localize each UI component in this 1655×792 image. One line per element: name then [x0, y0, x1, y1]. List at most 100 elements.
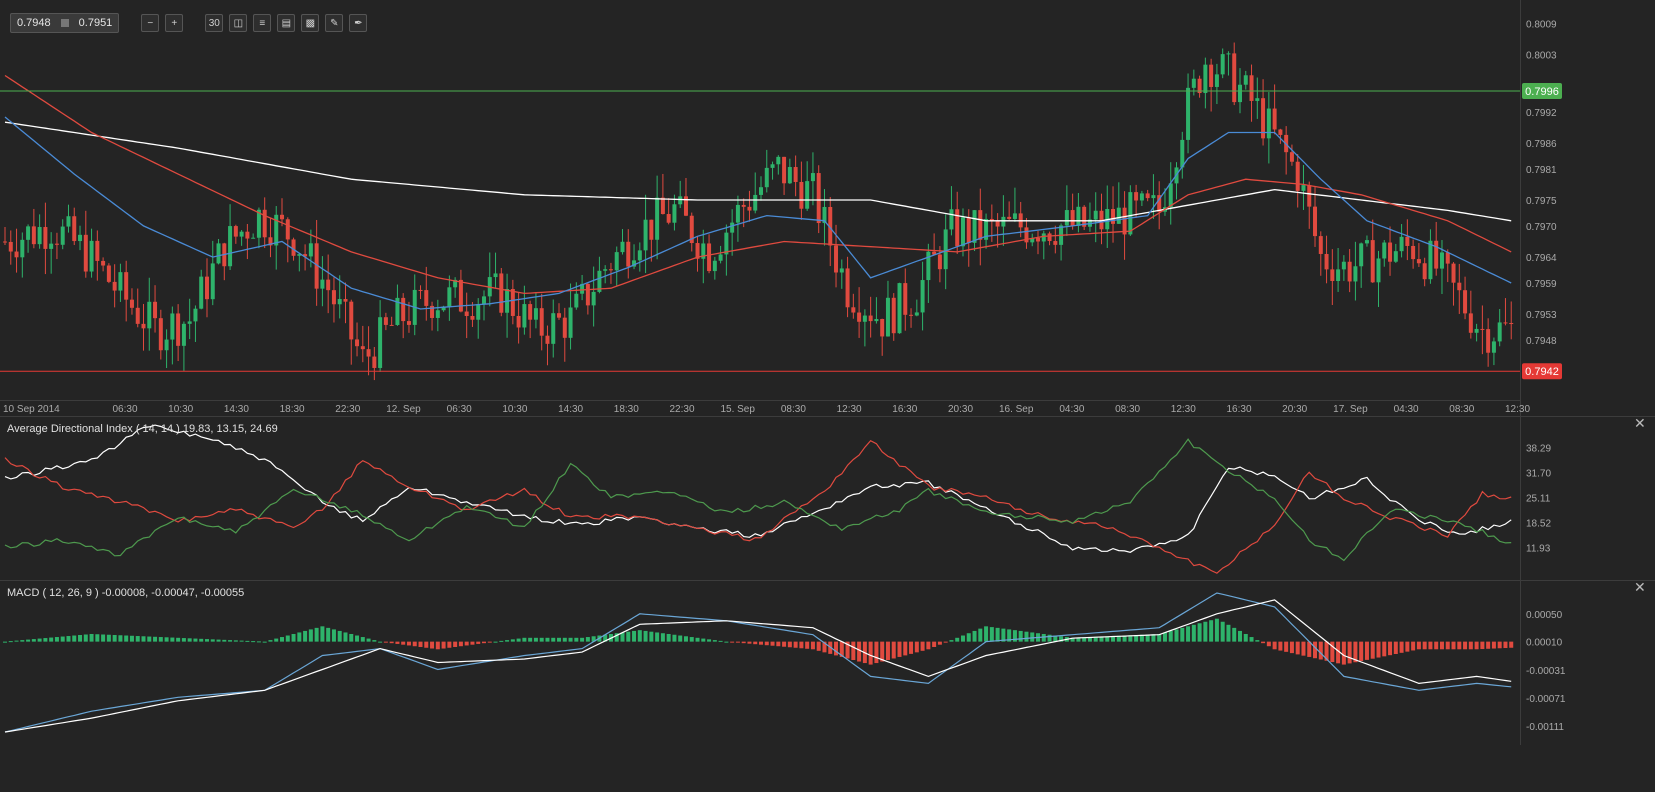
adx-line	[4, 424, 1512, 553]
macd-histogram-bar	[1047, 634, 1052, 642]
macd-histogram-bar	[626, 631, 631, 642]
x-tick-label: 10 Sep 2014	[3, 404, 60, 415]
candle-body	[37, 227, 42, 245]
price-level-label: 0.7996	[1525, 86, 1559, 98]
zoom-out-icon[interactable]: −	[141, 14, 160, 32]
candle-body	[435, 310, 440, 318]
candle-body	[1076, 206, 1081, 226]
candle	[360, 325, 365, 363]
candle-body	[816, 173, 821, 224]
candle	[891, 293, 896, 341]
candle	[580, 274, 585, 301]
price-y-tick: 0.7964	[1526, 253, 1557, 264]
candle-body	[106, 265, 111, 282]
candle-body	[1168, 183, 1173, 208]
macd-histogram-bar	[510, 639, 515, 642]
candle	[978, 188, 983, 266]
indicators-icon[interactable]: ≡	[253, 14, 272, 32]
candle-body	[897, 283, 902, 334]
candle	[1307, 181, 1312, 229]
moving-average-line	[4, 116, 1512, 310]
candle-body	[164, 339, 169, 351]
candle	[418, 285, 423, 300]
macd-histogram-bar	[464, 641, 469, 646]
layers-icon[interactable]: ▩	[301, 14, 320, 32]
macd-histogram-bar	[112, 635, 117, 642]
price-y-tick: 0.7992	[1526, 108, 1557, 119]
candle-body	[834, 245, 839, 273]
candle	[1289, 144, 1294, 166]
candlestick-icon[interactable]: ◫	[229, 14, 248, 32]
candle	[383, 312, 388, 331]
candle	[1232, 42, 1237, 106]
macd-histogram-bar	[701, 638, 706, 642]
candle-body	[256, 209, 261, 238]
candle	[1491, 337, 1496, 366]
candle	[251, 233, 256, 239]
candle-body	[1463, 290, 1468, 314]
macd-histogram-bar	[331, 629, 336, 642]
candle-body	[539, 308, 544, 336]
macd-histogram-bar	[129, 635, 134, 642]
candle-body	[585, 283, 590, 306]
macd-histogram-bar	[707, 639, 712, 642]
macd-histogram-bar	[1255, 640, 1260, 642]
draw-icon[interactable]: ✎	[325, 14, 344, 32]
macd-histogram-bar	[1018, 630, 1023, 642]
candle	[1007, 201, 1012, 221]
candle-body	[1203, 64, 1208, 94]
candle-body	[984, 218, 989, 240]
candle	[1393, 243, 1398, 263]
candle-body	[1209, 64, 1214, 87]
macd-histogram-bar	[424, 641, 429, 648]
candle	[764, 149, 769, 193]
candle-body	[129, 299, 134, 308]
candle-body	[741, 204, 746, 207]
macd-histogram-bar	[297, 632, 302, 642]
candle-body	[326, 279, 331, 291]
macd-histogram-bar	[1491, 641, 1496, 649]
macd-close-icon[interactable]: ✕	[1634, 579, 1646, 595]
macd-histogram-bar	[545, 637, 550, 642]
candle-body	[14, 251, 19, 258]
macd-histogram-bar	[984, 626, 989, 642]
candle-body	[355, 339, 360, 347]
bid-ask-box[interactable]: 0.7948 0.7951	[10, 13, 120, 33]
zoom-in-icon[interactable]: +	[165, 14, 184, 32]
macd-histogram-bar	[1012, 630, 1017, 642]
x-tick-label: 22:30	[335, 404, 360, 415]
candle	[395, 284, 400, 326]
macd-histogram-bar	[1486, 641, 1491, 649]
candle-body	[845, 268, 850, 308]
timeframe-button[interactable]: 30	[205, 14, 224, 32]
candle	[1047, 231, 1052, 246]
macd-histogram-bar	[1272, 641, 1277, 650]
candle	[1457, 263, 1462, 314]
macd-histogram-bar	[995, 627, 1000, 642]
macd-histogram-bar	[528, 637, 533, 642]
macd-histogram-bar	[326, 627, 331, 642]
candle	[885, 280, 890, 337]
candle-body	[1318, 236, 1323, 254]
candle-body	[868, 315, 873, 322]
candle-body	[1220, 54, 1225, 75]
candle-body	[1416, 259, 1421, 264]
macd-histogram-bar	[585, 637, 590, 642]
candle-body	[1214, 74, 1219, 87]
candle	[1434, 221, 1439, 276]
candle-body	[678, 196, 683, 205]
macd-histogram-bar	[914, 641, 919, 653]
candle-body	[20, 239, 25, 258]
pen-icon[interactable]: ✒	[349, 14, 368, 32]
chart-type-icon[interactable]: ▤	[277, 14, 296, 32]
candle	[1145, 189, 1150, 202]
candle-body	[568, 307, 573, 338]
adx-close-icon[interactable]: ✕	[1634, 415, 1646, 431]
candle-body	[458, 279, 463, 312]
x-tick-label: 14:30	[224, 404, 249, 415]
x-tick-label: 16:30	[1226, 404, 1251, 415]
candle-body	[1289, 152, 1294, 162]
candle-body	[176, 313, 181, 346]
